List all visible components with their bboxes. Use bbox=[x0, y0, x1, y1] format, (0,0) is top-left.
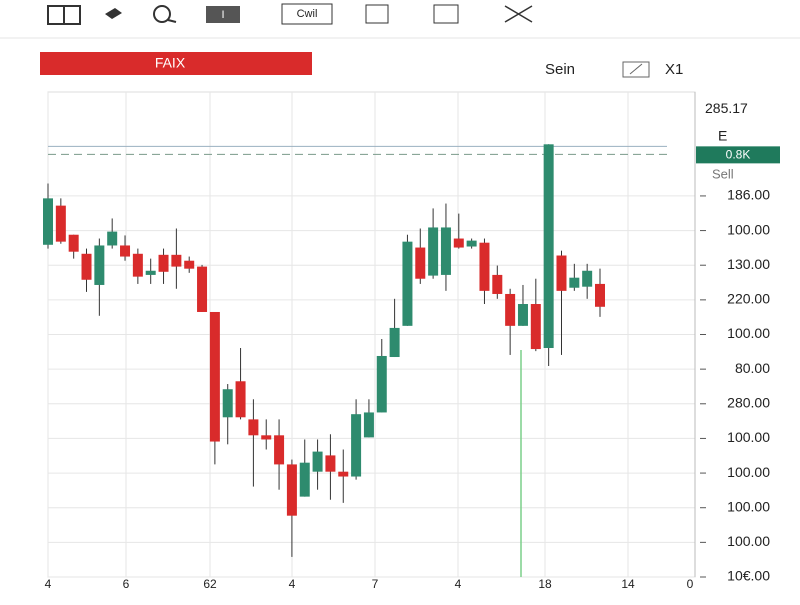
marker-text: E bbox=[718, 128, 727, 144]
candle-body bbox=[94, 245, 105, 285]
mode-toggle[interactable] bbox=[622, 61, 650, 78]
candle-body bbox=[479, 242, 490, 291]
y-tick-label: 100.00 bbox=[727, 221, 770, 237]
candle-body bbox=[248, 419, 259, 436]
candle-body bbox=[235, 381, 246, 418]
text-icon-glyph: I bbox=[221, 9, 224, 21]
candle-body bbox=[582, 270, 593, 287]
y-tick-label: 100.00 bbox=[727, 429, 770, 445]
candle-body bbox=[171, 254, 182, 267]
x-tick-label: 6 bbox=[123, 577, 130, 591]
toolbar-button[interactable] bbox=[281, 3, 333, 25]
candle-body bbox=[184, 260, 195, 269]
mode-label: Sein bbox=[545, 61, 575, 78]
candle-body bbox=[274, 435, 285, 465]
candle-body bbox=[389, 327, 400, 358]
candle-body bbox=[132, 253, 143, 277]
zoom-icon[interactable] bbox=[153, 5, 171, 23]
candle-body bbox=[428, 227, 439, 276]
level-badge-label: 0.8K bbox=[726, 148, 751, 162]
y-tick-label: 130.00 bbox=[727, 256, 770, 272]
candle-body bbox=[530, 304, 541, 350]
candle-body bbox=[145, 270, 156, 275]
draw-icon[interactable] bbox=[105, 8, 122, 19]
multiplier-label: X1 bbox=[665, 61, 683, 78]
close-icon[interactable] bbox=[504, 5, 533, 23]
candle-body bbox=[543, 144, 554, 349]
price-label: 285.17 bbox=[705, 100, 748, 116]
y-tick-label: 186.00 bbox=[727, 187, 770, 203]
candle-body bbox=[55, 205, 66, 242]
candle-body bbox=[556, 255, 567, 291]
candle-body bbox=[197, 266, 208, 312]
candle-body bbox=[338, 471, 349, 477]
candle-body bbox=[453, 238, 464, 248]
zoom-icon-handle bbox=[167, 19, 177, 23]
x-tick-label: 14 bbox=[621, 577, 635, 591]
y-tick-label: 100.00 bbox=[727, 498, 770, 514]
candle-body bbox=[222, 389, 233, 418]
candle-body bbox=[505, 293, 516, 326]
x-tick-label: 7 bbox=[372, 577, 379, 591]
candle-body bbox=[158, 254, 169, 272]
candle-body bbox=[415, 247, 426, 279]
y-tick-label: 220.00 bbox=[727, 291, 770, 307]
header-title: FAIX bbox=[155, 55, 186, 71]
candle-body bbox=[492, 274, 503, 294]
level-badge bbox=[696, 146, 780, 164]
candle-body bbox=[325, 455, 336, 472]
plus-icon[interactable] bbox=[433, 4, 459, 24]
mode-toggle-slash bbox=[629, 63, 643, 75]
candle-body bbox=[312, 451, 323, 472]
candle-body bbox=[402, 241, 413, 326]
x-tick-label: 18 bbox=[538, 577, 552, 591]
y-tick-label: 100.00 bbox=[727, 325, 770, 341]
x-tick-label: 62 bbox=[203, 577, 217, 591]
candle-body bbox=[351, 414, 362, 477]
x-tick-label: 4 bbox=[289, 577, 296, 591]
candle-body bbox=[569, 277, 580, 288]
candle-body bbox=[440, 227, 451, 275]
side-text: Sell bbox=[712, 166, 734, 181]
y-tick-label: 280.00 bbox=[727, 394, 770, 410]
header-bar[interactable] bbox=[40, 52, 312, 75]
toolbar: I Cwil bbox=[47, 3, 533, 25]
candle-body bbox=[81, 253, 92, 280]
candle-body bbox=[107, 231, 118, 246]
candle-body bbox=[261, 435, 272, 440]
toolbar-button-label: Cwil bbox=[297, 8, 318, 20]
x-tick-label: 0 bbox=[687, 577, 694, 591]
text-icon[interactable] bbox=[206, 6, 240, 23]
x-tick-label: 4 bbox=[45, 577, 52, 591]
candle-body bbox=[363, 412, 374, 438]
y-tick-label: 100.00 bbox=[727, 464, 770, 480]
candle-body bbox=[466, 240, 477, 247]
y-tick-label: 10€.00 bbox=[727, 568, 770, 584]
x-tick-label: 4 bbox=[455, 577, 462, 591]
candle-body bbox=[120, 245, 131, 257]
candle-body bbox=[517, 304, 528, 326]
candle-body bbox=[209, 311, 220, 442]
candle-body bbox=[43, 198, 53, 245]
y-tick-label: 100.00 bbox=[727, 533, 770, 549]
candle-body bbox=[68, 234, 79, 252]
candle-body bbox=[376, 355, 387, 413]
candle-body bbox=[595, 283, 605, 307]
y-tick-label: 80.00 bbox=[735, 360, 770, 376]
candle-body bbox=[299, 462, 310, 497]
square-icon[interactable] bbox=[365, 4, 389, 24]
candle-body bbox=[286, 464, 297, 516]
